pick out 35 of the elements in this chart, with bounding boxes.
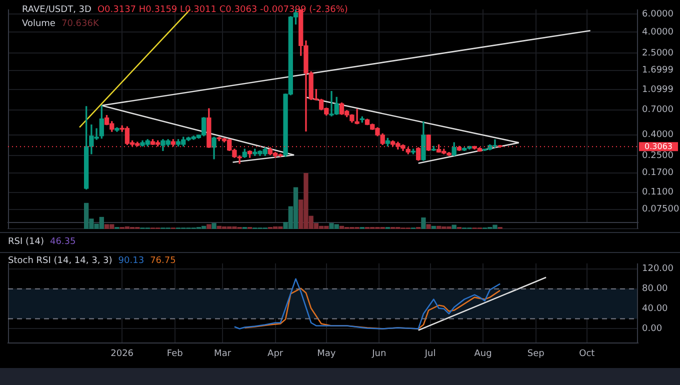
y-tick-label: 0.00 bbox=[642, 324, 662, 334]
y-tick-label: 120.00 bbox=[642, 264, 674, 274]
y-tick-label: 0.2500 bbox=[642, 151, 674, 162]
y-tick-label: 2.5000 bbox=[642, 48, 674, 59]
annotation: 76.75 bbox=[150, 256, 176, 266]
y-tick-label: 0.7000 bbox=[642, 105, 674, 116]
y-tick-label: 0.07500 bbox=[642, 204, 680, 215]
y-tick-label: 6.0000 bbox=[642, 10, 674, 20]
ref-line-label: 0.3063 bbox=[644, 142, 672, 151]
x-tick-label: Jul bbox=[424, 348, 436, 359]
chart-title: RAVE/USDT, 3D bbox=[22, 5, 92, 15]
y-tick-label: 0.1700 bbox=[642, 168, 674, 178]
text: RSI (14) bbox=[8, 237, 44, 247]
x-tick-label: 2026 bbox=[110, 348, 134, 359]
y-tick-label: 1.6999 bbox=[642, 66, 674, 76]
x-tick-label: Apr bbox=[268, 348, 284, 359]
y-tick-label: 4.0000 bbox=[642, 28, 674, 38]
text: 46.35 bbox=[50, 237, 76, 247]
y-tick-label: 0.4000 bbox=[642, 130, 674, 140]
chart-title: Stoch RSI (14, 14, 3, 3) bbox=[8, 256, 112, 266]
x-tick-label: May bbox=[317, 348, 336, 359]
chart-subtitle: O0.3137 H0.3159 L0.3011 C0.3063 -0.007399 (-2.36%) bbox=[97, 5, 348, 15]
y-tick-label: 40.00 bbox=[642, 304, 668, 314]
annotation: 90.13 bbox=[118, 256, 144, 266]
x-tick-label: Mar bbox=[214, 348, 232, 359]
x-tick-label: Sep bbox=[527, 348, 545, 359]
y-tick-label: 0.1100 bbox=[642, 188, 674, 198]
x-tick-label: Feb bbox=[166, 348, 184, 359]
annotation: 70.636K bbox=[61, 19, 99, 29]
y-tick-label: 80.00 bbox=[642, 284, 668, 294]
chart-title: Volume bbox=[22, 19, 56, 29]
y-tick-label: 1.0999 bbox=[642, 85, 674, 96]
x-tick-label: Aug bbox=[474, 348, 492, 359]
x-tick-label: Oct bbox=[579, 348, 596, 359]
x-tick-label: Jun bbox=[371, 348, 386, 359]
